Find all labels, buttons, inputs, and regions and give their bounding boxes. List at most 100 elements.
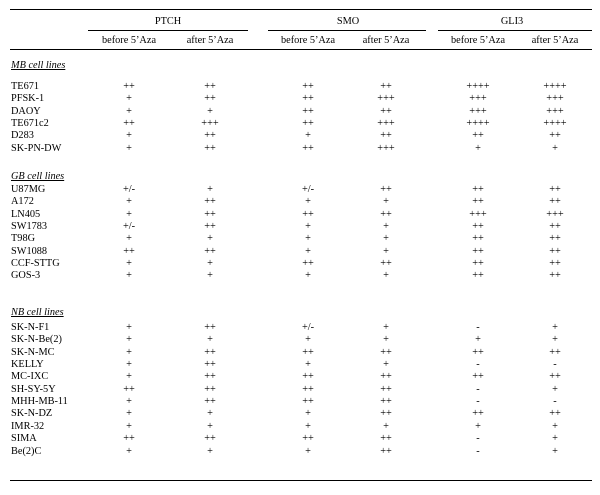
header-gli3-after: after 5’Aza bbox=[531, 35, 579, 46]
cell-line-name: DAOY bbox=[11, 105, 41, 117]
expression-value: + bbox=[552, 322, 558, 333]
expression-value: + bbox=[207, 420, 213, 432]
expression-value: ++ bbox=[302, 383, 314, 395]
header-ptch-before: before 5’Aza bbox=[101, 35, 157, 46]
expression-value: ++ bbox=[204, 371, 216, 383]
expression-value: +++ bbox=[546, 208, 564, 220]
expression-value: ++ bbox=[380, 346, 392, 358]
cell-line-name: MC-IXC bbox=[11, 371, 49, 383]
expression-value: +++ bbox=[546, 105, 564, 117]
expression-value: + bbox=[552, 433, 558, 445]
expression-value: - bbox=[476, 396, 480, 408]
expression-value: ++ bbox=[549, 221, 561, 233]
expression-value: ++ bbox=[123, 245, 135, 257]
expression-value: - bbox=[476, 433, 480, 445]
expression-value: ++ bbox=[472, 196, 484, 208]
expression-value: + bbox=[126, 371, 132, 383]
expression-value: + bbox=[475, 334, 481, 346]
expression-value: ++ bbox=[204, 433, 216, 445]
expression-value: ++ bbox=[204, 383, 216, 395]
expression-value: + bbox=[305, 233, 311, 245]
header-smo: SMO bbox=[336, 16, 360, 27]
cell-line-name: SH-SY-5Y bbox=[11, 383, 56, 395]
expression-value: + bbox=[305, 196, 311, 208]
expression-value: + bbox=[383, 245, 389, 257]
expression-value: + bbox=[383, 334, 389, 346]
expression-value: + bbox=[126, 445, 132, 457]
expression-value: + bbox=[305, 221, 311, 233]
expression-value: +++ bbox=[469, 93, 487, 105]
expression-value: +++ bbox=[546, 93, 564, 105]
expression-value: - bbox=[476, 445, 480, 457]
cell-line-name: SK-N-MC bbox=[11, 346, 55, 358]
expression-value: ++ bbox=[549, 245, 561, 257]
expression-value: ++ bbox=[549, 371, 561, 383]
expression-value: + bbox=[207, 270, 213, 282]
expression-value: ++ bbox=[123, 383, 135, 395]
expression-value: ++ bbox=[123, 81, 135, 92]
expression-value: + bbox=[305, 445, 311, 457]
expression-value: ++ bbox=[302, 258, 314, 270]
expression-value: + bbox=[552, 445, 558, 457]
expression-value: ++ bbox=[549, 258, 561, 270]
cell-line-name: SK-N-DZ bbox=[11, 408, 53, 420]
expression-value: ++ bbox=[380, 371, 392, 383]
expression-value: + bbox=[552, 334, 558, 346]
expression-value: + bbox=[126, 396, 132, 408]
expression-value: + bbox=[383, 359, 389, 371]
cell-line-name: SW1088 bbox=[11, 245, 48, 257]
expression-value: + bbox=[475, 142, 481, 154]
expression-value: ++ bbox=[204, 245, 216, 257]
expression-value: ++ bbox=[549, 184, 561, 195]
expression-value: ++ bbox=[302, 142, 314, 154]
expression-value: + bbox=[126, 93, 132, 105]
cell-line-name: IMR-32 bbox=[11, 420, 45, 432]
expression-value: ++ bbox=[380, 81, 392, 92]
gli3-rule bbox=[438, 30, 592, 31]
expression-value: ++ bbox=[549, 270, 561, 282]
expression-value: ++ bbox=[549, 233, 561, 245]
expression-value: +++ bbox=[377, 93, 395, 105]
section-title: GB cell lines bbox=[11, 171, 65, 182]
expression-value: +++ bbox=[377, 118, 395, 129]
expression-value: + bbox=[126, 196, 132, 208]
header-gli3-before: before 5’Aza bbox=[450, 35, 506, 46]
expression-value: - bbox=[476, 383, 480, 395]
expression-value: + bbox=[126, 142, 132, 154]
header-ptch-after: after 5’Aza bbox=[186, 35, 234, 46]
expression-value: +++ bbox=[201, 118, 219, 129]
cell-line-name: U87MG bbox=[11, 184, 46, 195]
cell-line-name: TE671 bbox=[11, 81, 40, 92]
expression-value: + bbox=[305, 359, 311, 371]
expression-value: ++ bbox=[472, 408, 484, 420]
expression-value: + bbox=[126, 105, 132, 117]
bottom-rule bbox=[10, 480, 592, 481]
cell-line-name: GOS-3 bbox=[11, 270, 41, 282]
expression-value: + bbox=[207, 408, 213, 420]
expression-value: + bbox=[207, 445, 213, 457]
expression-value: ++ bbox=[380, 258, 392, 270]
expression-value: ++ bbox=[549, 408, 561, 420]
expression-value: ++ bbox=[204, 396, 216, 408]
expression-value: +++ bbox=[377, 142, 395, 154]
expression-value: ++ bbox=[204, 359, 216, 371]
expression-value: ++ bbox=[472, 245, 484, 257]
expression-value: ++ bbox=[204, 142, 216, 154]
expression-value: + bbox=[305, 270, 311, 282]
expression-value: + bbox=[126, 258, 132, 270]
expression-value: + bbox=[383, 270, 389, 282]
expression-value: ++ bbox=[380, 396, 392, 408]
cell-line-name: LN405 bbox=[11, 208, 41, 220]
expression-value: + bbox=[126, 408, 132, 420]
expression-value: ++ bbox=[380, 445, 392, 457]
cell-line-name: D283 bbox=[11, 130, 34, 142]
expression-value: ++ bbox=[472, 346, 484, 358]
cell-line-name: TE671c2 bbox=[11, 118, 49, 129]
expression-value: ++ bbox=[123, 118, 135, 129]
cell-line-name: SIMA bbox=[11, 433, 37, 445]
cell-line-name: SK-PN-DW bbox=[11, 142, 62, 154]
expression-value: + bbox=[552, 142, 558, 154]
expression-value: ++ bbox=[204, 196, 216, 208]
expression-value: ++ bbox=[472, 258, 484, 270]
expression-value: + bbox=[126, 346, 132, 358]
